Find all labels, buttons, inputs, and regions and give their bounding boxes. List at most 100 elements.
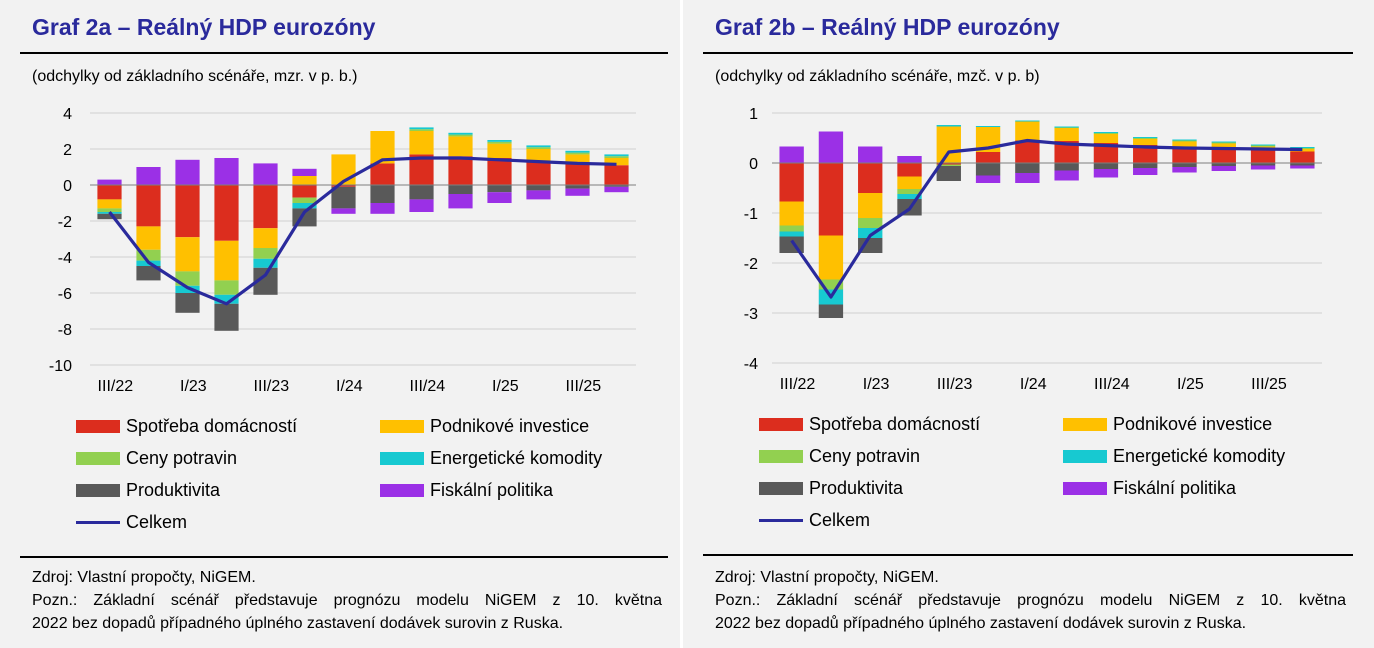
bar-segment-spotreba	[565, 163, 590, 185]
bar-segment-investice	[1015, 121, 1040, 141]
bar-segment-spotreba	[858, 163, 883, 193]
bar-segment-spotreba	[1211, 147, 1236, 163]
bar-segment-spotreba	[1250, 149, 1276, 163]
bar-segment-fiskal	[97, 179, 122, 185]
legend-label: Podnikové investice	[1113, 414, 1273, 434]
legend-label: Celkem	[809, 510, 871, 530]
bar-segment-energie	[975, 126, 1001, 127]
bar-segment-energie	[1015, 120, 1040, 122]
bar-segment-spotreba	[604, 165, 629, 185]
bar-segment-energie	[253, 258, 278, 268]
bar-segment-fiskal	[253, 163, 278, 185]
series-line-celkem	[108, 156, 617, 306]
bar-segment-fiskal	[1054, 170, 1079, 181]
bar-segment-investice	[214, 240, 239, 281]
bar-segment-energie	[604, 154, 629, 157]
legend-swatch	[76, 521, 120, 524]
x-tick-label: III/23	[937, 376, 973, 393]
bar-segment-fiskal	[526, 190, 551, 200]
title-divider	[703, 52, 1353, 54]
bar-segment-investice	[448, 136, 473, 157]
bar-segment-spotreba	[136, 185, 161, 227]
title-divider	[20, 52, 668, 54]
bar-segment-investice	[1054, 128, 1079, 141]
bar-segment-spotreba	[1172, 146, 1197, 163]
bar-segment-spotreba	[175, 185, 200, 238]
bar-segment-investice	[604, 158, 629, 166]
bar-segment-energie	[1133, 137, 1158, 138]
chart-subtitle: (odchylky od základního scénáře, mzč. v …	[715, 68, 1040, 85]
legend-item-produktivita: Produktivita	[76, 480, 220, 501]
bar-segment-spotreba	[1290, 151, 1315, 163]
bar-segment-investice	[1133, 139, 1158, 145]
legend-swatch	[1063, 418, 1107, 431]
chart-title: Graf 2a – Reálný HDP eurozóny	[32, 14, 376, 40]
bar-segment-produktivita	[175, 293, 200, 313]
bar-segment-energie	[175, 285, 200, 293]
x-tick-label: I/25	[1177, 376, 1204, 393]
legend-swatch	[380, 420, 424, 433]
bar-segment-spotreba	[818, 163, 844, 236]
bar-segment-produktivita	[1093, 163, 1119, 169]
legend-label: Energetické komodity	[1113, 446, 1286, 466]
note-line: 2022 bez dopadů případného úplného zasta…	[32, 615, 564, 632]
bar-segment-energie	[1211, 141, 1236, 143]
bar-segment-produktivita	[565, 185, 590, 189]
bar-segment-produktivita	[526, 185, 551, 191]
bar-segment-investice	[565, 154, 590, 164]
bar-segment-potraviny	[897, 189, 922, 194]
x-tick-label: I/25	[492, 378, 519, 395]
y-tick-label: -6	[58, 286, 72, 303]
bar-segment-energie	[526, 145, 551, 148]
y-tick-label: -2	[58, 214, 72, 231]
y-tick-label: 2	[63, 142, 72, 159]
legend-swatch	[380, 452, 424, 465]
bar-segment-produktivita	[1172, 163, 1197, 167]
bar-segment-fiskal	[1172, 167, 1197, 173]
bar-segment-fiskal	[175, 159, 200, 185]
bar-segment-fiskal	[370, 203, 395, 214]
bar-segment-fiskal	[779, 146, 804, 163]
chart-subtitle: (odchylky od základního scénáře, mzr. v …	[32, 68, 358, 85]
legend-swatch	[759, 482, 803, 495]
legend-swatch	[76, 452, 120, 465]
bar-segment-potraviny	[818, 279, 844, 290]
legend-label: Spotřeba domácností	[126, 416, 298, 436]
bar-segment-investice	[253, 228, 278, 248]
chart-area: -10 -8 -6 -4 -2 0 2 4 III/22 I/23 III/23 I/24 III/24…	[49, 106, 636, 395]
bar-segment-produktivita	[97, 213, 122, 220]
bar-segment-produktivita	[136, 266, 161, 281]
bar-segment-investice	[1172, 141, 1197, 147]
bar-segment-energie	[292, 203, 317, 209]
bar-segment-investice	[526, 149, 551, 162]
bar-segment-fiskal	[897, 156, 922, 163]
bar-segment-produktivita	[409, 185, 434, 200]
bar-segment-produktivita	[858, 238, 883, 253]
bar-segment-potraviny	[858, 218, 883, 228]
bar-segment-energie	[779, 231, 804, 237]
legend-swatch	[76, 484, 120, 497]
bar-segment-potraviny	[1250, 145, 1276, 147]
bar-segment-potraviny	[779, 225, 804, 232]
y-tick-label: -1	[744, 206, 758, 223]
chart-title: Graf 2b – Reálný HDP eurozóny	[715, 14, 1060, 40]
bar-segment-potraviny	[487, 141, 512, 144]
bar-segment-produktivita	[1015, 163, 1040, 173]
bar-segment-investice	[487, 143, 512, 158]
bar-segment-fiskal	[409, 199, 434, 212]
bar-segment-spotreba	[1054, 141, 1079, 163]
legend-label: Ceny potravin	[809, 446, 921, 466]
legend-label: Spotřeba domácností	[809, 414, 981, 434]
bar-segment-investice	[175, 237, 200, 272]
bar-segment-energie	[897, 194, 922, 199]
panel-graf-2b: Graf 2b – Reálný HDP eurozóny (odchylky …	[683, 0, 1374, 648]
legend-label: Energetické komodity	[430, 448, 603, 468]
bar-segment-fiskal	[858, 146, 883, 163]
note-line: Pozn.: Základní scénář představuje progn…	[715, 592, 1346, 609]
bar-segment-potraviny	[448, 134, 473, 137]
bar-segment-potraviny	[253, 248, 278, 259]
bar-segment-investice	[936, 126, 961, 163]
bar-segment-spotreba	[370, 163, 395, 185]
note-line: Pozn.: Základní scénář představuje progn…	[32, 592, 662, 609]
bar-segment-spotreba	[487, 158, 512, 185]
